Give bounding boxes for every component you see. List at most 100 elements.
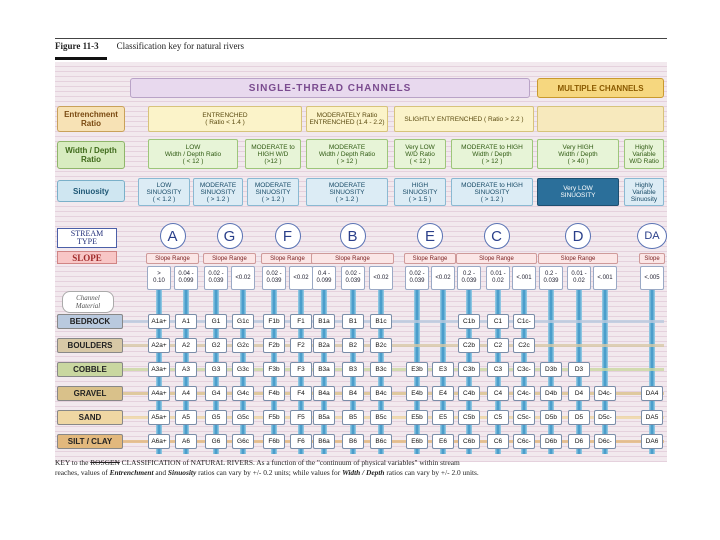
text-line: Width / Depth (65, 146, 117, 155)
text-line: 0.099 (178, 278, 194, 284)
text-line: MODERATE (199, 181, 237, 189)
stream-type-d: D (565, 223, 591, 249)
text-line: 0.02 - (409, 271, 425, 277)
width-depth-box: MODERATE Width / Depth Ratio( > 12 ) (306, 139, 388, 169)
stream-cell: B3 (342, 362, 364, 377)
stream-cell: C5 (487, 410, 509, 425)
text-line: 0.02 (573, 278, 585, 284)
text-line: ( > 1.2 ) (206, 195, 230, 203)
stream-cell: A1 (175, 314, 197, 329)
slope-value: >0.10 (147, 266, 171, 290)
stream-cell: G5c (232, 410, 254, 425)
stream-cell: G4 (205, 386, 227, 401)
stream-cell: F6b (263, 434, 285, 449)
stream-cell: F4b (263, 386, 285, 401)
text-line: Variable (632, 150, 656, 158)
text-line: Material (75, 302, 101, 310)
slope-value: 0.04 -0.099 (174, 266, 198, 290)
stream-cell: B1 (342, 314, 364, 329)
sinuosity-box: HIGH SINUOSITY( > 1.5 ) (394, 178, 446, 206)
text-line: SINUOSITY (255, 188, 291, 196)
text-line: Width / Depth Ratio (318, 150, 376, 158)
stream-cell: G6 (205, 434, 227, 449)
text-line: 0.2 - (462, 271, 475, 277)
stream-cell: C4b (458, 386, 480, 401)
stream-cell: C1b (458, 314, 480, 329)
sinuosity-label: Sinuosity (57, 180, 125, 202)
text-line: MODERATE to HIGH (461, 181, 523, 189)
text-line: <.001 (516, 274, 532, 281)
stream-cell: E3b (406, 362, 428, 377)
text-line: Very HIGH (562, 143, 594, 151)
stream-cell: G3c (232, 362, 254, 377)
stream-pipe (602, 268, 608, 454)
stream-cell: B4c (370, 386, 392, 401)
text-line: 0.02 - (208, 271, 224, 277)
stream-pipe (213, 268, 219, 454)
slope-value: 0.01 -0.02 (486, 266, 510, 290)
title-underline (55, 57, 107, 60)
stream-cell: C2b (458, 338, 480, 353)
stream-cell: E6b (406, 434, 428, 449)
stream-cell: C4c- (513, 386, 535, 401)
figure-label: Figure 11-3 (55, 41, 99, 51)
text-line: ( > 1.2 ) (261, 195, 285, 203)
text-line: 0.039 (345, 278, 361, 284)
figure-caption: Classification key for natural rivers (116, 41, 245, 51)
stream-cell: F1b (263, 314, 285, 329)
text-line: Channel (76, 294, 100, 302)
stream-cell: B5c (370, 410, 392, 425)
stream-cell: D4c- (594, 386, 616, 401)
slope-value: <0.02 (289, 266, 313, 290)
stream-cell: DA5 (641, 410, 663, 425)
text-line: MODERATE to HIGH (461, 143, 523, 151)
slope-label: SLOPE (57, 251, 117, 264)
stream-cell: B1c (370, 314, 392, 329)
key-line1-start: KEY to the (55, 458, 91, 467)
stream-cell: D5c- (594, 410, 616, 425)
stream-cell: G5 (205, 410, 227, 425)
slope-value: <0.02 (369, 266, 393, 290)
slope-range-header: Slope (639, 253, 665, 264)
stream-cell: A3a+ (148, 362, 170, 377)
text-line: <0.02 (235, 274, 251, 281)
stream-cell: F4 (290, 386, 312, 401)
text-line: Entrenchment (64, 110, 118, 119)
text-line: 0.4 - (317, 271, 330, 277)
text-line: 0.2 - (544, 271, 557, 277)
text-line: SINUOSITY (560, 192, 596, 199)
text-line: 0.039 (208, 278, 224, 284)
text-line: 0.04 - (178, 271, 194, 277)
slope-value: 0.02 -0.039 (262, 266, 286, 290)
stream-cell: C2 (487, 338, 509, 353)
stream-pipe (414, 268, 420, 454)
text-line: ( > 12 ) (481, 157, 503, 165)
stream-cell: D3b (540, 362, 562, 377)
text-line: Sinuosity (630, 195, 658, 203)
text-line: MODERATELY Ratio (316, 112, 378, 119)
stream-cell: G2c (232, 338, 254, 353)
text-line: ( Ratio < 1.4 ) (205, 119, 245, 126)
stream-cell: A2a+ (148, 338, 170, 353)
slope-value: 0.2 -0.039 (539, 266, 563, 290)
stream-cell: F3b (263, 362, 285, 377)
text-line: W/D Ratio (629, 157, 659, 165)
sinuosity-box: LOW SINUOSITY( < 1.2 ) (138, 178, 190, 206)
stream-cell: D6c- (594, 434, 616, 449)
stream-pipe (466, 268, 472, 454)
text-line: ( > 1.5 ) (408, 195, 432, 203)
slope-range-header: Slope Range (203, 253, 256, 264)
stream-pipe (156, 268, 162, 454)
key-sinuosity: Sinuosity (167, 468, 197, 477)
stream-cell: G3 (205, 362, 227, 377)
text-line: SINUOSITY (329, 188, 365, 196)
stream-cell: G6c (232, 434, 254, 449)
stream-cell: B4a (313, 386, 335, 401)
text-line: 0.039 (461, 278, 477, 284)
stream-pipe (378, 268, 384, 454)
text-line: Very LOW (563, 185, 593, 192)
text-line: 0.02 (492, 278, 504, 284)
figure-title: Figure 11-3 Classification key for natura… (55, 41, 244, 51)
text-line: Width / Depth (558, 150, 598, 158)
stream-cell: B6c (370, 434, 392, 449)
